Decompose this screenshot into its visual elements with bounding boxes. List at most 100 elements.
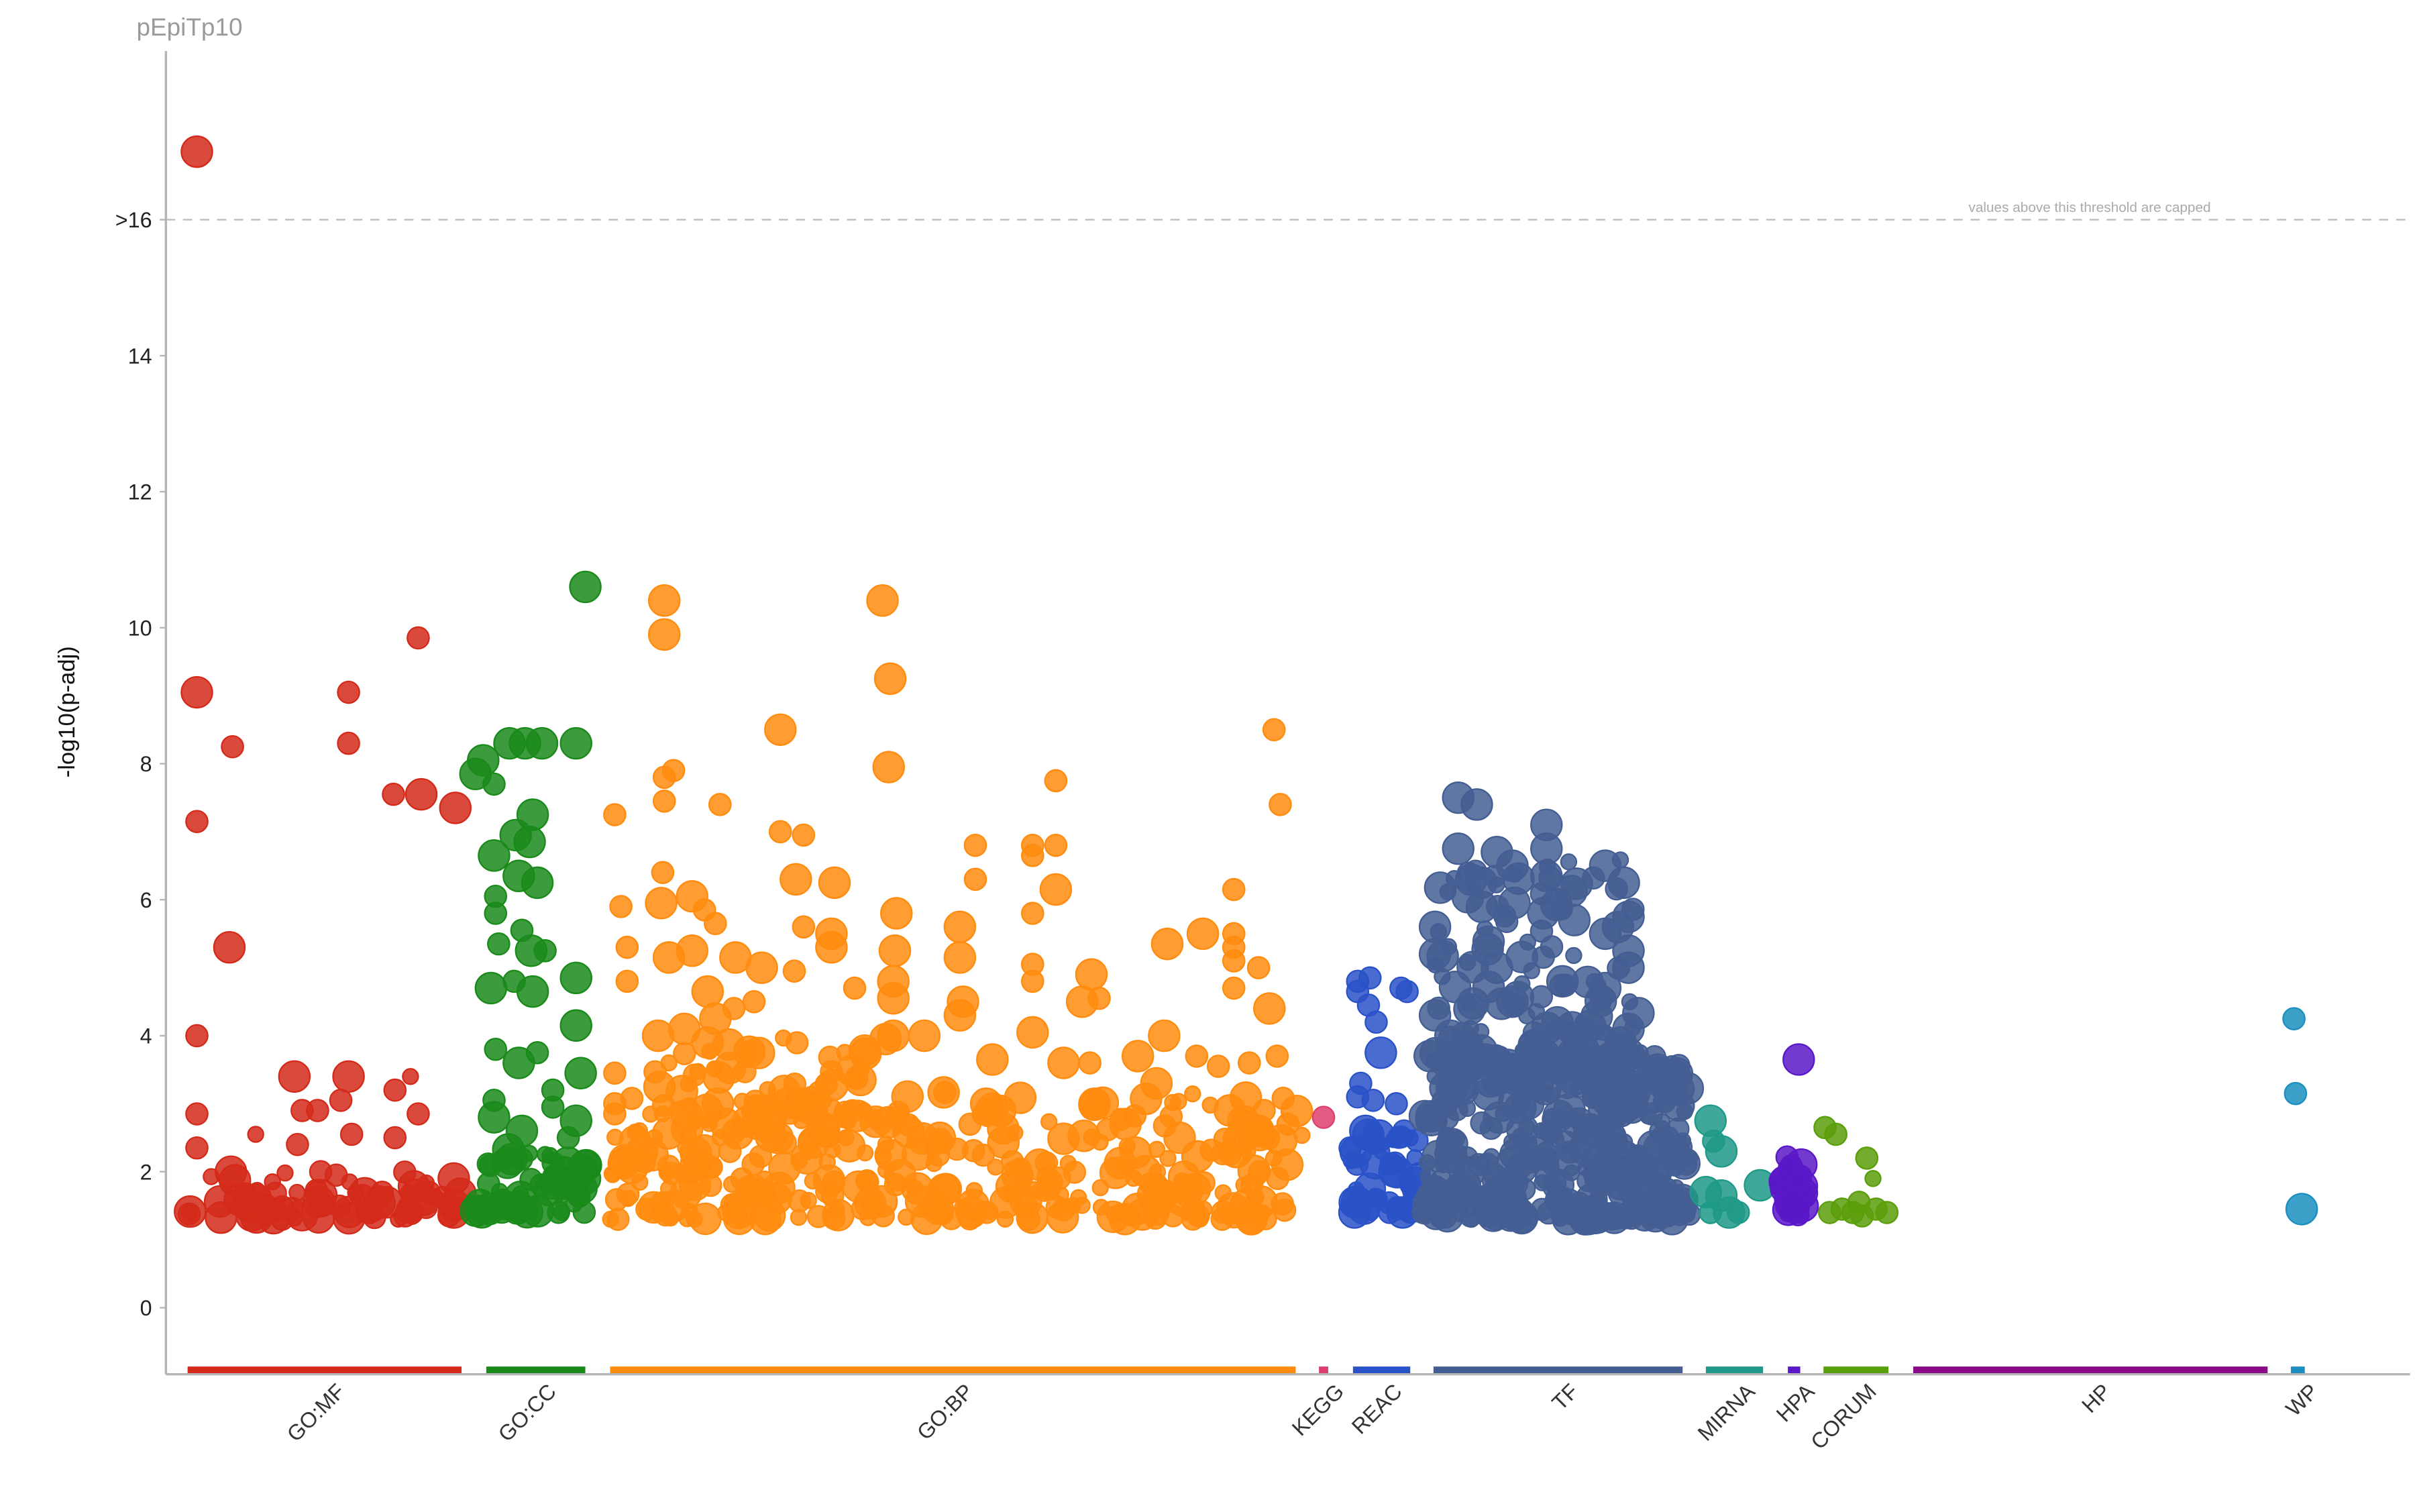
data-point[interactable] [180, 135, 213, 168]
data-point[interactable] [1483, 1148, 1500, 1165]
data-point[interactable] [556, 1126, 580, 1150]
data-point[interactable] [1159, 1150, 1177, 1167]
data-point[interactable] [276, 1164, 294, 1182]
data-point[interactable] [286, 1132, 309, 1156]
data-point[interactable] [1465, 866, 1498, 900]
data-point[interactable] [390, 1210, 407, 1228]
data-point[interactable] [1008, 1157, 1032, 1181]
data-point[interactable] [1530, 832, 1563, 865]
data-point[interactable] [1530, 859, 1563, 892]
data-point[interactable] [478, 1101, 511, 1134]
data-point[interactable] [1555, 1130, 1578, 1154]
data-point[interactable] [1580, 1116, 1604, 1140]
data-point[interactable] [185, 810, 209, 833]
data-point[interactable] [559, 961, 592, 995]
data-point[interactable] [498, 1152, 516, 1169]
data-point[interactable] [1511, 1128, 1529, 1145]
data-point[interactable] [996, 1210, 1014, 1228]
data-point[interactable] [1246, 956, 1271, 979]
data-point[interactable] [704, 912, 727, 936]
data-point[interactable] [822, 1170, 846, 1194]
data-point[interactable] [631, 1173, 649, 1191]
data-point[interactable] [1222, 976, 1246, 1000]
data-point[interactable] [478, 1154, 502, 1177]
data-point[interactable] [1020, 969, 1044, 993]
data-point[interactable] [1265, 1044, 1289, 1068]
data-point[interactable] [1087, 986, 1111, 1010]
data-point[interactable] [872, 751, 905, 784]
data-point[interactable] [521, 866, 554, 900]
data-point[interactable] [491, 1183, 508, 1200]
data-point[interactable] [213, 930, 246, 964]
data-point[interactable] [1091, 1179, 1109, 1197]
data-point[interactable] [1612, 900, 1645, 933]
data-point[interactable] [1418, 938, 1452, 971]
data-point[interactable] [845, 1067, 869, 1090]
data-point[interactable] [843, 976, 867, 1000]
data-point[interactable] [1222, 949, 1246, 973]
data-point[interactable] [1338, 1196, 1371, 1229]
data-point[interactable] [1777, 1191, 1810, 1224]
data-point[interactable] [615, 969, 639, 993]
data-point[interactable] [661, 759, 686, 782]
data-point[interactable] [1453, 993, 1486, 1026]
data-point[interactable] [1395, 979, 1419, 1004]
data-point[interactable] [487, 932, 511, 956]
data-point[interactable] [502, 1046, 535, 1079]
data-point[interactable] [1442, 832, 1474, 865]
data-point[interactable] [790, 1209, 808, 1226]
data-point[interactable] [1262, 718, 1286, 742]
data-point[interactable] [1496, 849, 1529, 882]
data-point[interactable] [836, 1044, 853, 1061]
data-point[interactable] [1514, 1042, 1532, 1059]
data-point[interactable] [1039, 873, 1073, 906]
data-point[interactable] [804, 1172, 822, 1190]
data-point[interactable] [1170, 1093, 1187, 1110]
data-point[interactable] [311, 1193, 335, 1218]
data-point[interactable] [603, 1102, 627, 1126]
data-point[interactable] [1658, 1060, 1691, 1093]
data-point[interactable] [1047, 1122, 1080, 1155]
data-point[interactable] [943, 910, 977, 944]
data-point[interactable] [780, 863, 812, 896]
data-point[interactable] [1140, 1067, 1173, 1100]
data-point[interactable] [407, 1102, 430, 1126]
data-point[interactable] [1727, 1201, 1750, 1224]
data-point[interactable] [1124, 1169, 1142, 1187]
data-point[interactable] [1620, 1181, 1644, 1205]
data-point[interactable] [1016, 1201, 1049, 1234]
data-point[interactable] [745, 951, 778, 984]
data-point[interactable] [740, 1040, 757, 1058]
data-point[interactable] [482, 772, 506, 796]
data-point[interactable] [337, 731, 360, 755]
data-point[interactable] [868, 1113, 885, 1131]
data-point[interactable] [1237, 1154, 1271, 1187]
data-point[interactable] [987, 1158, 1004, 1176]
data-point[interactable] [1481, 951, 1513, 984]
data-point[interactable] [603, 1061, 627, 1085]
data-point[interactable] [382, 782, 405, 806]
data-point[interactable] [963, 833, 987, 857]
data-point[interactable] [1020, 902, 1044, 925]
data-point[interactable] [559, 726, 592, 760]
data-point[interactable] [1148, 1140, 1166, 1158]
data-point[interactable] [689, 1202, 722, 1236]
data-point[interactable] [1083, 1128, 1101, 1146]
data-point[interactable] [891, 1080, 924, 1113]
data-point[interactable] [1121, 1040, 1155, 1073]
data-point[interactable] [1558, 904, 1591, 936]
data-point[interactable] [1254, 1207, 1277, 1231]
data-point[interactable] [1612, 951, 1645, 984]
data-point[interactable] [1271, 1192, 1295, 1216]
data-point[interactable] [1434, 1019, 1467, 1052]
data-point[interactable] [564, 1057, 597, 1089]
data-point[interactable] [647, 584, 681, 617]
data-point[interactable] [185, 1102, 209, 1126]
data-point[interactable] [658, 1164, 676, 1182]
data-point[interactable] [615, 935, 639, 959]
data-point[interactable] [1253, 1122, 1277, 1146]
data-point[interactable] [402, 1068, 419, 1085]
data-point[interactable] [883, 1173, 908, 1197]
data-point[interactable] [332, 1060, 365, 1093]
data-point[interactable] [1540, 1121, 1557, 1139]
